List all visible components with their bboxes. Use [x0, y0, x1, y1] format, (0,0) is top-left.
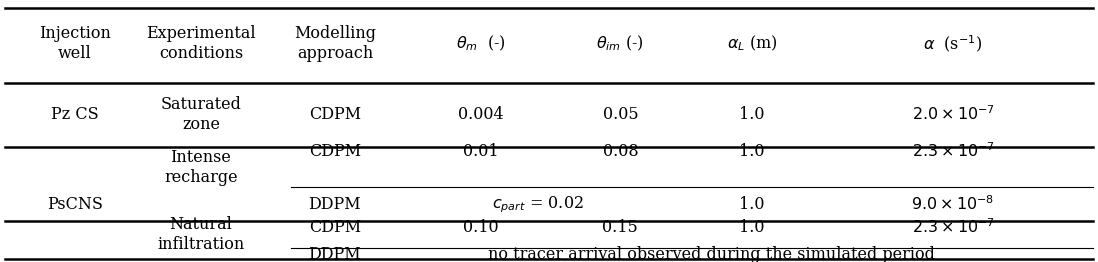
Text: $9.0\times10^{-8}$: $9.0\times10^{-8}$ [911, 195, 995, 214]
Text: 0.004: 0.004 [458, 106, 504, 123]
Text: Pz CS: Pz CS [51, 106, 99, 123]
Text: $c_{part}$ = 0.02: $c_{part}$ = 0.02 [492, 194, 584, 215]
Text: PsCNS: PsCNS [47, 196, 102, 213]
Text: Intense
recharge: Intense recharge [164, 149, 238, 186]
Text: Experimental
conditions: Experimental conditions [146, 25, 256, 62]
Text: 1.0: 1.0 [739, 220, 765, 236]
Text: CDPM: CDPM [309, 220, 361, 236]
Text: $2.3\times10^{-7}$: $2.3\times10^{-7}$ [911, 219, 995, 237]
Text: 1.0: 1.0 [739, 144, 765, 160]
Text: 0.08: 0.08 [603, 144, 638, 160]
Text: CDPM: CDPM [309, 144, 361, 160]
Text: 0.10: 0.10 [463, 220, 498, 236]
Text: Natural
infiltration: Natural infiltration [157, 216, 245, 253]
Text: Saturated
zone: Saturated zone [160, 96, 242, 133]
Text: 1.0: 1.0 [739, 106, 765, 123]
Text: 0.15: 0.15 [603, 220, 638, 236]
Text: 0.05: 0.05 [603, 106, 638, 123]
Text: 0.01: 0.01 [463, 144, 498, 160]
Text: $2.0\times10^{-7}$: $2.0\times10^{-7}$ [911, 105, 995, 124]
Text: Injection
well: Injection well [38, 25, 111, 62]
Text: 1.0: 1.0 [739, 196, 765, 213]
Text: Modelling
approach: Modelling approach [294, 25, 376, 62]
Text: $\alpha$  (s$^{-1}$): $\alpha$ (s$^{-1}$) [923, 33, 983, 54]
Text: $\theta_{im}$ (-): $\theta_{im}$ (-) [596, 34, 645, 53]
Text: CDPM: CDPM [309, 106, 361, 123]
Text: $\theta_m$  (-): $\theta_m$ (-) [456, 34, 506, 53]
Text: no tracer arrival observed during the simulated period: no tracer arrival observed during the si… [489, 246, 934, 262]
Text: DDPM: DDPM [309, 196, 361, 213]
Text: $2.3\times10^{-7}$: $2.3\times10^{-7}$ [911, 143, 995, 161]
Text: DDPM: DDPM [309, 246, 361, 262]
Text: $\alpha_L$ (m): $\alpha_L$ (m) [727, 34, 777, 53]
